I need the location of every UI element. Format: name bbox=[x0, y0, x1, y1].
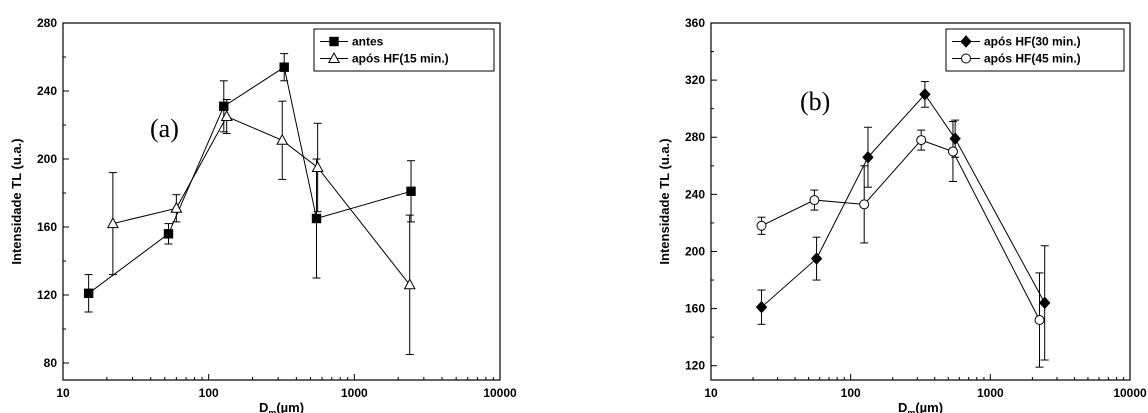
data-point bbox=[859, 199, 870, 210]
y-tick-label: 200 bbox=[37, 152, 57, 166]
legend-entry: após HF(30 min.) bbox=[952, 35, 1081, 49]
x-axis-title: Dm(µm) bbox=[259, 400, 304, 413]
data-point bbox=[862, 150, 874, 164]
data-point bbox=[1039, 296, 1051, 310]
y-axis: 80 120 160 200 240 280 bbox=[37, 16, 69, 370]
y-tick-label: 200 bbox=[685, 244, 705, 258]
y-axis-title: Intensidade TL (u.a.) bbox=[657, 138, 672, 264]
data-point bbox=[947, 146, 958, 157]
x-axis-title-subscript: m bbox=[268, 408, 276, 413]
series-line bbox=[761, 139, 1040, 321]
series-2 bbox=[756, 121, 1045, 368]
data-point bbox=[219, 101, 229, 111]
series-1 bbox=[83, 53, 416, 313]
data-point bbox=[311, 160, 324, 172]
data-point bbox=[220, 109, 233, 121]
legend-marker bbox=[960, 35, 972, 48]
legend-box bbox=[313, 28, 495, 72]
data-point bbox=[170, 201, 183, 213]
x-axis-title: Dm(µm) bbox=[898, 400, 943, 413]
series-line bbox=[112, 115, 411, 286]
y-tick-label: 280 bbox=[37, 16, 57, 30]
data-point bbox=[755, 300, 768, 314]
legend-marker bbox=[329, 36, 339, 47]
y-tick-label: 280 bbox=[685, 130, 705, 144]
legend-entry: após HF(15 min.) bbox=[320, 52, 449, 66]
plot-frame bbox=[62, 22, 501, 381]
data-point bbox=[809, 195, 820, 206]
legend-entry: antes bbox=[320, 35, 384, 49]
legend-entry: após HF(45 min.) bbox=[952, 52, 1081, 66]
x-axis-title-unit: (µm) bbox=[276, 400, 304, 413]
legend-label: após HF(30 min.) bbox=[984, 35, 1081, 49]
y-tick-label: 160 bbox=[37, 220, 57, 234]
legend-label: após HF(15 min.) bbox=[352, 52, 449, 66]
x-tick-label: 10 bbox=[704, 386, 718, 400]
x-tick-label: 10000 bbox=[483, 386, 517, 400]
x-tick-label: 100 bbox=[841, 386, 861, 400]
data-point bbox=[403, 278, 416, 290]
data-point bbox=[810, 252, 823, 265]
data-point bbox=[949, 132, 961, 145]
plot-frame bbox=[710, 22, 1131, 381]
y-tick-label: 160 bbox=[685, 302, 705, 316]
y-tick-label: 360 bbox=[685, 16, 705, 30]
data-point bbox=[311, 213, 322, 224]
series-2 bbox=[106, 99, 416, 355]
legend-box bbox=[945, 28, 1125, 72]
legend-marker bbox=[327, 51, 341, 63]
x-axis-title-subscript: m bbox=[907, 408, 915, 413]
x-tick-label: 1000 bbox=[977, 386, 1004, 400]
x-tick-label: 1000 bbox=[341, 386, 368, 400]
data-point bbox=[1034, 315, 1045, 326]
x-axis-title-main: D bbox=[898, 400, 907, 413]
x-axis-title-unit: (µm) bbox=[915, 400, 943, 413]
data-point bbox=[919, 88, 931, 101]
series-line bbox=[761, 93, 1046, 308]
legend-marker bbox=[961, 53, 971, 64]
data-point bbox=[83, 288, 94, 299]
x-axis-title-main: D bbox=[259, 400, 268, 413]
panel-label: (a) bbox=[150, 114, 179, 143]
series-line bbox=[88, 66, 412, 294]
legend: antes após HF(15 min.) bbox=[313, 28, 495, 72]
panel-label: (b) bbox=[800, 87, 830, 116]
y-tick-label: 80 bbox=[44, 356, 58, 370]
series-1 bbox=[755, 81, 1051, 361]
data-point bbox=[916, 135, 927, 146]
y-tick-label: 120 bbox=[37, 288, 57, 302]
data-point bbox=[756, 220, 767, 231]
y-axis-title: Intensidade TL (u.a.) bbox=[9, 138, 24, 264]
data-point bbox=[279, 62, 289, 72]
x-axis: 10 100 1000 10000 bbox=[704, 374, 1147, 400]
x-axis: 10 100 1000 10000 bbox=[56, 374, 517, 400]
y-axis: 120 160 200 240 280 320 360 bbox=[685, 16, 717, 373]
x-tick-label: 10 bbox=[56, 386, 70, 400]
x-tick-label: 100 bbox=[199, 386, 219, 400]
legend-label: antes bbox=[352, 35, 384, 49]
y-tick-label: 120 bbox=[685, 359, 705, 373]
legend-label: após HF(45 min.) bbox=[984, 52, 1081, 66]
chart-panel-b: 120 160 200 240 280 320 360 10 100 1000 10000 Dm(µm… bbox=[657, 16, 1147, 413]
x-tick-label: 10000 bbox=[1113, 386, 1147, 400]
data-point bbox=[406, 186, 416, 197]
y-tick-label: 240 bbox=[37, 84, 57, 98]
y-tick-label: 240 bbox=[685, 187, 705, 201]
chart-panel-a: 80 120 160 200 240 280 10 100 1000 10000 Dm(µm) Int… bbox=[9, 16, 517, 413]
data-point bbox=[163, 229, 174, 239]
y-tick-label: 320 bbox=[685, 73, 705, 87]
legend: após HF(30 min.) após HF(45 min.) bbox=[945, 28, 1125, 72]
data-point bbox=[106, 217, 119, 229]
data-point bbox=[276, 133, 289, 145]
